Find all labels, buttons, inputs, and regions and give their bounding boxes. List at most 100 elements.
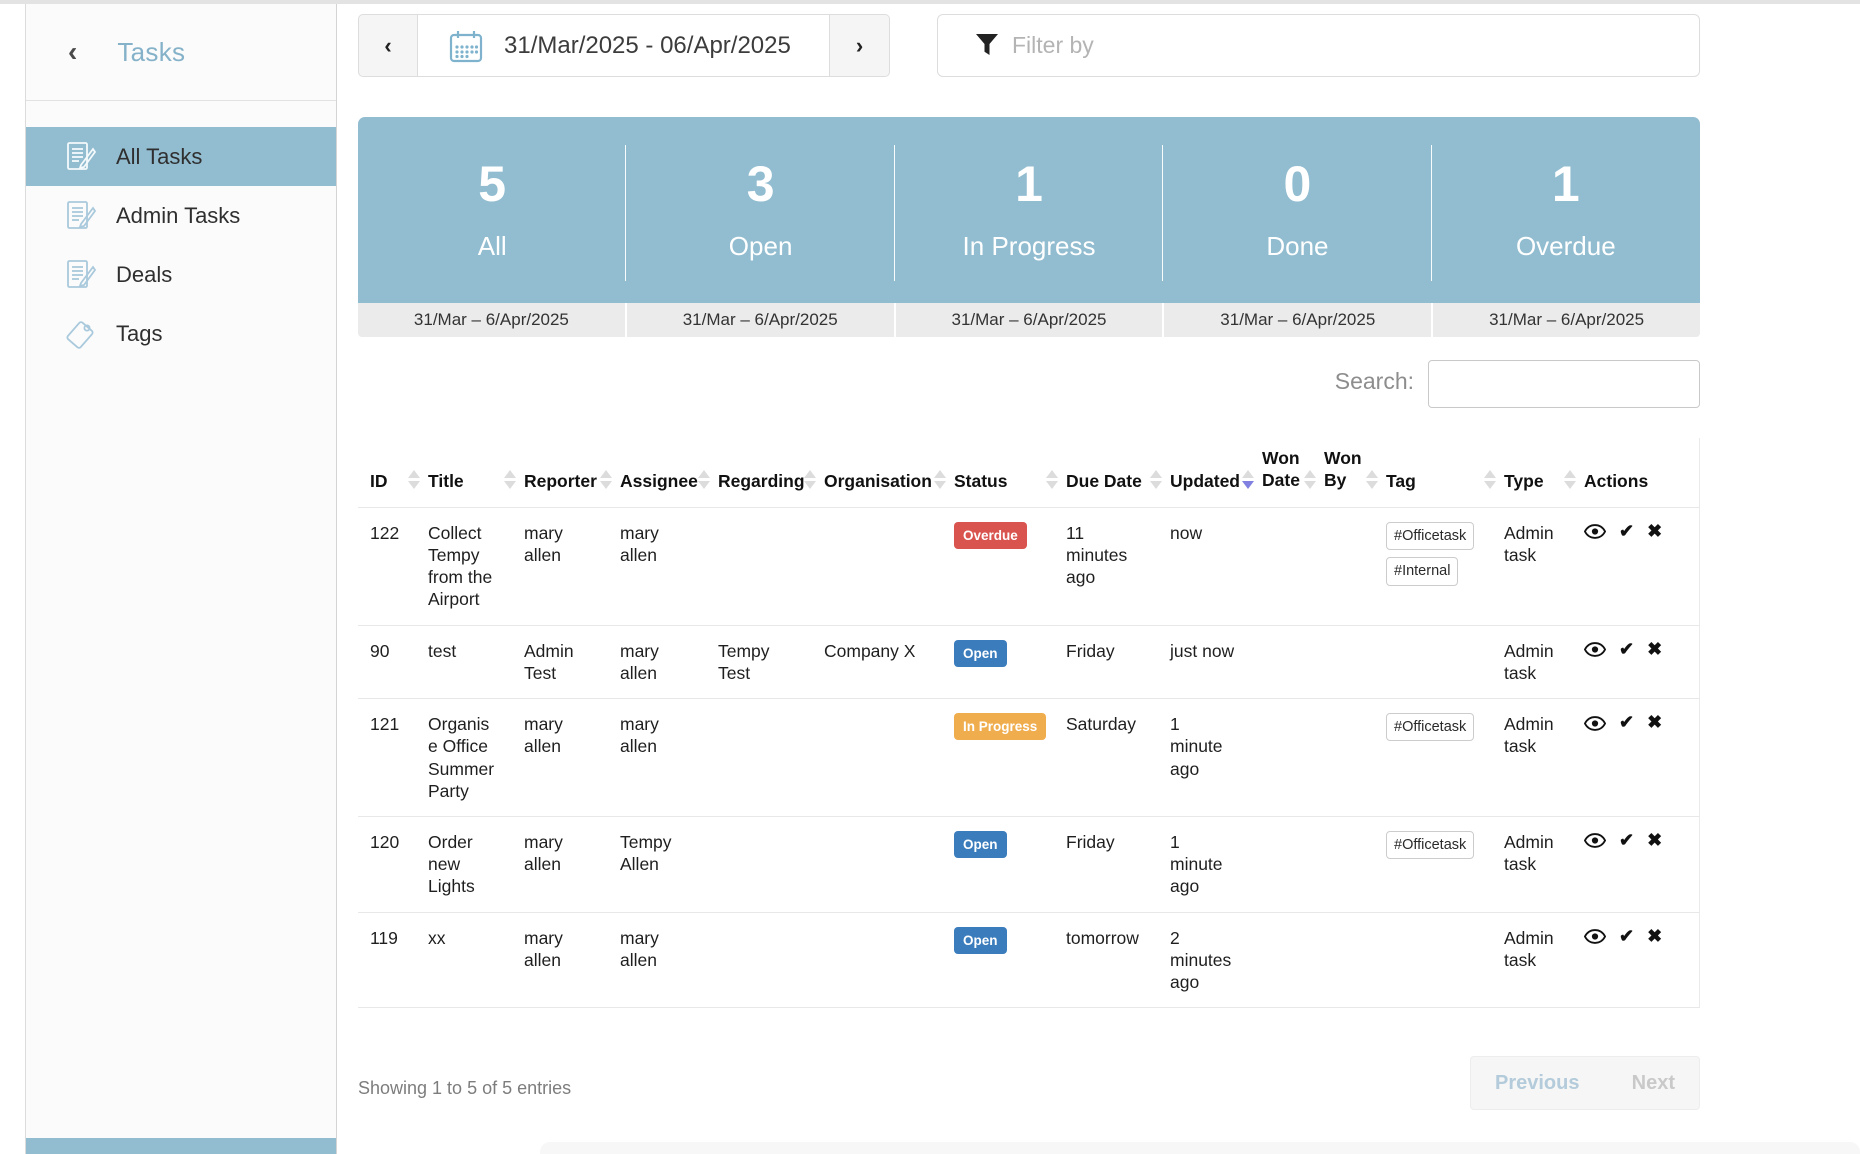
- column-header-tag[interactable]: Tag: [1374, 438, 1492, 507]
- column-header-reporter[interactable]: Reporter: [512, 438, 608, 507]
- table-row[interactable]: 120 Order new Lights mary allen Tempy Al…: [358, 816, 1700, 912]
- view-task-icon[interactable]: [1584, 640, 1606, 657]
- cell-reporter: mary allen: [512, 912, 608, 1008]
- complete-task-icon[interactable]: ✔: [1619, 831, 1634, 849]
- stat-card-overdue[interactable]: 1 Overdue: [1432, 117, 1700, 303]
- column-header-organisation[interactable]: Organisation: [812, 438, 942, 507]
- column-header-assignee[interactable]: Assignee: [608, 438, 706, 507]
- cell-due-date: tomorrow: [1054, 912, 1158, 1008]
- sidebar-item-deals[interactable]: Deals: [26, 245, 336, 304]
- cell-type: Admin task: [1492, 912, 1572, 1008]
- next-week-button[interactable]: ›: [830, 14, 890, 77]
- stats-cards: 5 All 3 Open 1 In Progress 0 Done: [358, 117, 1700, 303]
- filter-funnel-icon: [976, 34, 998, 58]
- cell-organisation: [812, 699, 942, 817]
- complete-task-icon[interactable]: ✔: [1619, 713, 1634, 731]
- cell-actions: ✔ ✖: [1572, 912, 1700, 1008]
- stat-card-in-progress[interactable]: 1 In Progress: [895, 117, 1163, 303]
- app-window: ‹ Tasks All Tasks: [0, 0, 1860, 1154]
- view-task-icon[interactable]: [1584, 714, 1606, 731]
- cell-organisation: Company X: [812, 625, 942, 698]
- back-chevron-icon[interactable]: ‹: [68, 38, 77, 66]
- tasks-table: ID Title Reporter Assignee Regarding Org…: [358, 438, 1700, 1008]
- sidebar-item-all-tasks[interactable]: All Tasks: [26, 127, 336, 186]
- cell-won-date: [1250, 816, 1312, 912]
- cell-assignee: mary allen: [608, 507, 706, 625]
- tag-chip[interactable]: #Officetask: [1386, 522, 1474, 550]
- stat-range: 31/Mar – 6/Apr/2025: [627, 303, 896, 337]
- date-range-picker[interactable]: 31/Mar/2025 - 06/Apr/2025: [418, 14, 830, 77]
- cell-tag: #Officetask: [1374, 699, 1492, 817]
- cell-regarding: [706, 699, 812, 817]
- table-row[interactable]: 122 Collect Tempy from the Airport mary …: [358, 507, 1700, 625]
- complete-task-icon[interactable]: ✔: [1619, 640, 1634, 658]
- cell-id: 122: [358, 507, 416, 625]
- delete-task-icon[interactable]: ✖: [1647, 640, 1662, 658]
- cell-reporter: mary allen: [512, 507, 608, 625]
- table-row[interactable]: 119 xx mary allen mary allen Open tomorr…: [358, 912, 1700, 1008]
- cell-assignee: mary allen: [608, 912, 706, 1008]
- column-header-id[interactable]: ID: [358, 438, 416, 507]
- cell-tag: #Officetask #Internal: [1374, 507, 1492, 625]
- cell-won-by: [1312, 699, 1374, 817]
- sidebar-item-tags[interactable]: Tags: [26, 304, 336, 363]
- stat-card-done[interactable]: 0 Done: [1163, 117, 1431, 303]
- cell-won-date: [1250, 507, 1312, 625]
- column-header-due-date[interactable]: Due Date: [1054, 438, 1158, 507]
- delete-task-icon[interactable]: ✖: [1647, 831, 1662, 849]
- prev-week-button[interactable]: ‹: [358, 14, 418, 77]
- stat-label: Open: [729, 231, 793, 262]
- view-task-icon[interactable]: [1584, 927, 1606, 944]
- tag-chip[interactable]: #Officetask: [1386, 831, 1474, 859]
- delete-task-icon[interactable]: ✖: [1647, 522, 1662, 540]
- sidebar-item-admin-tasks[interactable]: Admin Tasks: [26, 186, 336, 245]
- complete-task-icon[interactable]: ✔: [1619, 522, 1634, 540]
- delete-task-icon[interactable]: ✖: [1647, 927, 1662, 945]
- stats-date-ranges: 31/Mar – 6/Apr/2025 31/Mar – 6/Apr/2025 …: [358, 303, 1700, 337]
- table-row[interactable]: 121 Organise Office Summer Party mary al…: [358, 699, 1700, 817]
- column-header-regarding[interactable]: Regarding: [706, 438, 812, 507]
- view-task-icon[interactable]: [1584, 522, 1606, 539]
- cell-due-date: 11 minutes ago: [1054, 507, 1158, 625]
- task-document-icon: [64, 140, 98, 174]
- cell-tag: [1374, 912, 1492, 1008]
- stat-range: 31/Mar – 6/Apr/2025: [1433, 303, 1700, 337]
- showing-entries-text: Showing 1 to 5 of 5 entries: [358, 1078, 571, 1099]
- column-header-type[interactable]: Type: [1492, 438, 1572, 507]
- next-page-button[interactable]: Next: [1632, 1072, 1675, 1095]
- stat-range: 31/Mar – 6/Apr/2025: [1164, 303, 1433, 337]
- cell-tag: #Officetask: [1374, 816, 1492, 912]
- cell-organisation: [812, 507, 942, 625]
- cell-organisation: [812, 912, 942, 1008]
- table-row[interactable]: 90 test Admin Test mary allen Tempy Test…: [358, 625, 1700, 698]
- column-header-title[interactable]: Title: [416, 438, 512, 507]
- status-badge: Overdue: [954, 522, 1027, 549]
- cell-actions: ✔ ✖: [1572, 816, 1700, 912]
- column-header-won-date[interactable]: Won Date: [1250, 438, 1312, 507]
- pagination: Previous Next: [1470, 1056, 1700, 1110]
- cell-regarding: [706, 912, 812, 1008]
- cell-reporter: mary allen: [512, 816, 608, 912]
- column-header-won-by[interactable]: Won By: [1312, 438, 1374, 507]
- delete-task-icon[interactable]: ✖: [1647, 713, 1662, 731]
- column-header-status[interactable]: Status: [942, 438, 1054, 507]
- tag-chip[interactable]: #Internal: [1386, 557, 1458, 585]
- stat-card-open[interactable]: 3 Open: [626, 117, 894, 303]
- column-header-updated[interactable]: Updated: [1158, 438, 1250, 507]
- stat-card-all[interactable]: 5 All: [358, 117, 626, 303]
- previous-page-button[interactable]: Previous: [1495, 1072, 1579, 1095]
- cell-assignee: mary allen: [608, 699, 706, 817]
- cell-status: Open: [942, 912, 1054, 1008]
- complete-task-icon[interactable]: ✔: [1619, 927, 1634, 945]
- tag-chip[interactable]: #Officetask: [1386, 713, 1474, 741]
- cell-assignee: Tempy Allen: [608, 816, 706, 912]
- filter-input[interactable]: [1012, 32, 1699, 59]
- cell-title: Organise Office Summer Party: [416, 699, 512, 817]
- view-task-icon[interactable]: [1584, 831, 1606, 848]
- search-input[interactable]: [1428, 360, 1700, 408]
- cell-organisation: [812, 816, 942, 912]
- sidebar-bottom-accent: [26, 1138, 336, 1154]
- stat-label: Done: [1266, 231, 1328, 262]
- stat-count: 5: [478, 159, 506, 209]
- cell-won-date: [1250, 625, 1312, 698]
